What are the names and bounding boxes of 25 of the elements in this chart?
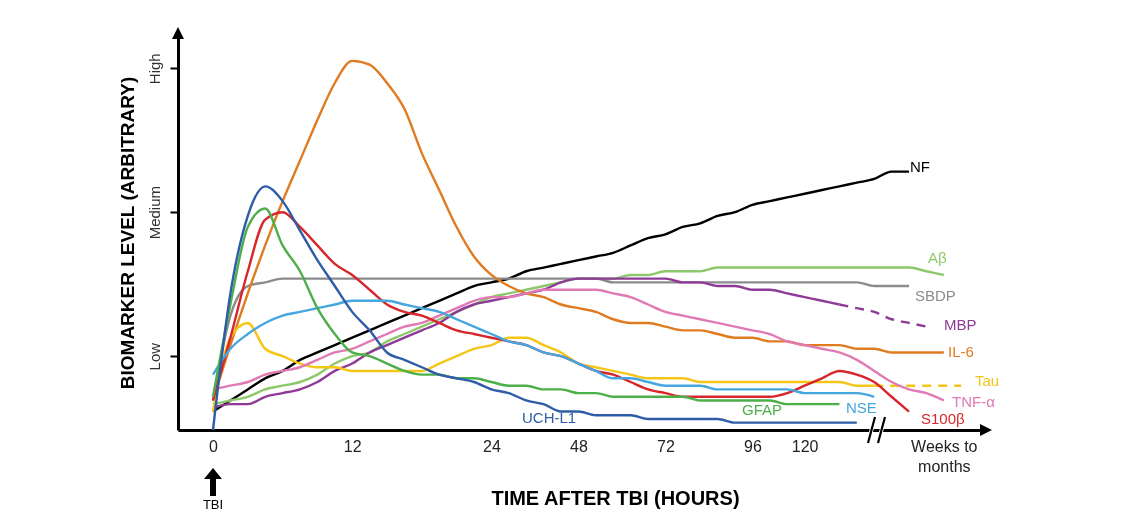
text: Medium: [145, 186, 163, 240]
series-label: TNF-α: [952, 393, 996, 410]
series-label: NSE: [846, 399, 877, 416]
x-tick-label: 24: [483, 437, 501, 455]
series-label: SBDP: [915, 287, 956, 304]
series-label: NF: [910, 158, 930, 175]
series-label: Tau: [975, 372, 1000, 389]
text: TBI: [201, 497, 225, 512]
x-tick-label: 72: [657, 437, 675, 455]
series-label: IL-6: [948, 343, 974, 360]
text: High: [145, 53, 163, 85]
x-tick-label: 0: [209, 437, 219, 455]
series-label: S100β: [921, 410, 966, 427]
x-tick-label: 96: [744, 437, 762, 455]
x-axis-title: TIME AFTER TBI (HOURS): [491, 486, 740, 509]
y-axis-title: BIOMARKER LEVEL (ARBITRARY): [116, 76, 138, 390]
series-label: GFAP: [742, 401, 783, 418]
series-label: Aβ: [928, 249, 947, 266]
series-label: UCH-L1: [522, 409, 577, 426]
text: Low: [145, 342, 163, 371]
x-tick-label: 12: [343, 437, 362, 455]
x-tick-label: Weeks to months: [911, 437, 978, 475]
x-tick-label: 48: [570, 437, 588, 455]
series-label: MBP: [944, 316, 977, 333]
x-tick-label: 120: [791, 437, 819, 455]
